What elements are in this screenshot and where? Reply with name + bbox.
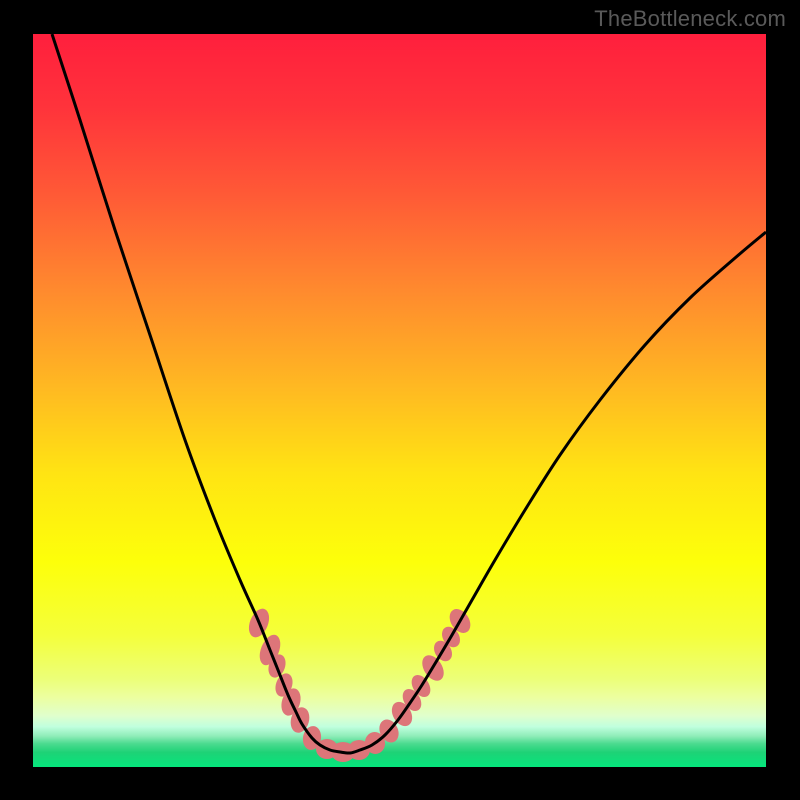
plot-background-gradient bbox=[33, 34, 766, 767]
bottleneck-chart bbox=[0, 0, 800, 800]
chart-root: TheBottleneck.com bbox=[0, 0, 800, 800]
